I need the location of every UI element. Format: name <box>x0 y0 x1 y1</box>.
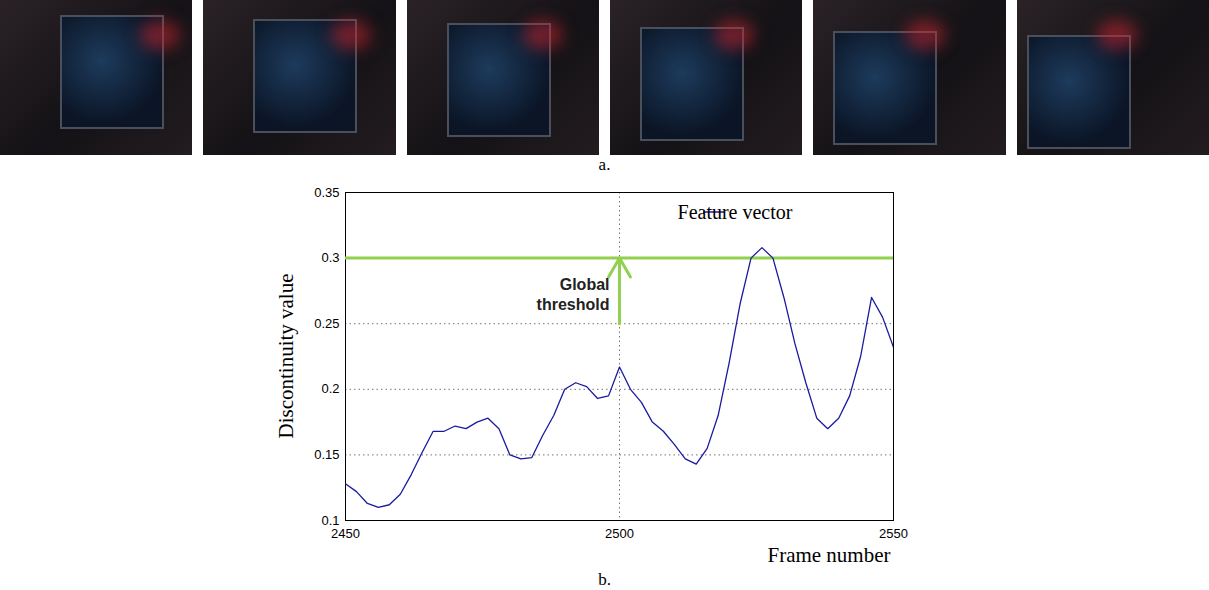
svg-text:0.2: 0.2 <box>321 381 339 396</box>
svg-text:Feature vector: Feature vector <box>678 201 793 223</box>
svg-text:2500: 2500 <box>605 526 634 541</box>
svg-text:Globalthreshold: Globalthreshold <box>537 276 610 313</box>
svg-text:0.15: 0.15 <box>314 447 339 462</box>
svg-text:2550: 2550 <box>879 526 908 541</box>
html-text:a.: a. <box>598 155 611 174</box>
svg-text:0.3: 0.3 <box>321 250 339 265</box>
svg-text:2450: 2450 <box>331 526 360 541</box>
svg-text:0.1: 0.1 <box>321 513 339 528</box>
svg-text:0.35: 0.35 <box>314 185 339 200</box>
html-text:b.: b. <box>598 570 611 589</box>
svg-text:0.25: 0.25 <box>314 316 339 331</box>
svg-text:Frame number: Frame number <box>767 543 890 567</box>
svg-text:Discontinuity value: Discontinuity value <box>274 273 298 438</box>
